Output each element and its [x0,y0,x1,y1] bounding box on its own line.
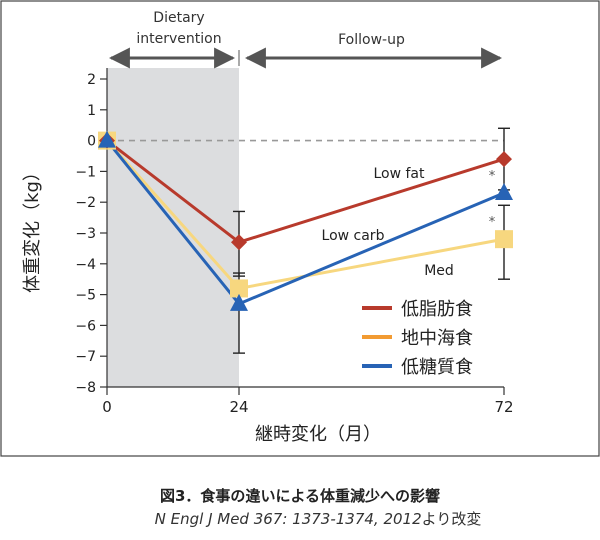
series-label: Low carb [322,228,385,244]
figure-caption-source: N Engl J Med 367: 1373-1374, 2012より改変 [36,508,600,529]
source-suffix: より改変 [421,510,482,528]
intervention-shading [107,68,239,387]
data-point-low-carb [98,130,116,148]
chart-frame [0,0,600,457]
y-tick-label: −8 [75,380,96,396]
data-point-low-fat [496,151,512,168]
y-tick-label: −5 [75,288,96,304]
data-point-low-carb [230,293,248,311]
series-label: Med [424,263,454,279]
phase-label: intervention [136,31,221,47]
data-point-low-carb [495,182,513,200]
data-point-low-fat [231,234,247,251]
legend-entry: 低糖質食 [401,357,473,378]
y-tick-label: −4 [75,257,96,273]
y-tick-label: −2 [75,195,96,211]
y-tick-label: 2 [87,72,96,88]
data-point-med [230,279,248,298]
y-tick-label: −6 [75,318,96,334]
x-tick-label: 0 [102,398,112,416]
x-tick-label: 72 [494,398,513,416]
legend-entry: 低脂肪食 [401,299,473,320]
data-point-med [495,230,513,249]
phase-label: Dietary [153,10,204,26]
significance-mark: * [489,215,496,230]
x-axis-title: 継時変化（月） [255,424,381,445]
source-citation: N Engl J Med 367: 1373-1374, 2012 [154,510,422,528]
significance-mark: * [489,169,496,184]
y-tick-label: −3 [75,226,96,242]
phase-label: Follow-up [338,32,405,48]
y-tick-label: −7 [75,349,96,365]
y-axis-title: 体重変化（kg） [22,163,43,293]
series-label: Low fat [373,166,425,182]
y-tick-label: −1 [75,164,96,180]
figure-caption-title: 図3．食事の違いによる体重減少への影響 [160,487,440,505]
y-tick-label: 0 [87,134,96,150]
x-tick-label: 24 [229,398,248,416]
legend-entry: 地中海食 [401,328,473,349]
y-tick-label: 1 [87,103,96,119]
